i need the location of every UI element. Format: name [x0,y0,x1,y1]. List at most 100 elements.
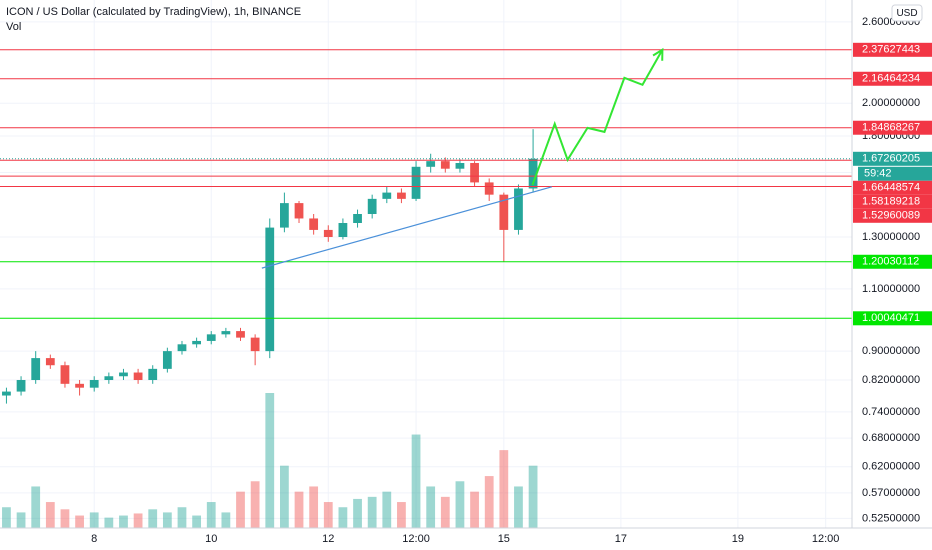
volume-bar [382,491,392,528]
arrow-head [652,47,664,61]
y-tick-label: 0.74000000 [862,406,920,418]
volume-label: Vol [6,21,21,33]
price-label: 1.66448574 [862,182,920,194]
volume-bar [411,434,421,528]
volume-bar [309,486,319,528]
y-tick-label: 0.68000000 [862,432,920,444]
candle-body [440,161,450,169]
volume-bar [353,498,362,528]
x-tick-label: 15 [498,533,510,545]
candle-body [75,383,84,388]
y-tick-label: 0.82000000 [862,374,920,386]
price-label: 2.16464234 [862,73,920,85]
y-tick-label: 0.90000000 [862,345,920,357]
candle-body [426,161,436,167]
candle-body [514,188,523,230]
grid [0,0,852,528]
volume-bar [323,502,333,528]
candle-body [499,194,509,230]
candle-body [265,227,275,352]
volume-bar [484,476,494,528]
volume-bar [31,486,41,528]
price-label: 1.84868267 [862,122,920,134]
candle-body [177,344,187,352]
candle-body [104,376,114,381]
volume-bar [2,507,11,528]
chart-title: ICON / US Dollar (calculated by TradingV… [6,6,301,18]
volume-pane [2,393,538,528]
y-tick-label: 2.00000000 [862,97,920,109]
volume-bar [265,393,275,528]
volume-bar [16,512,26,528]
price-label: 1.67260205 [862,153,920,165]
volume-bar [60,509,70,528]
volume-bar [206,502,216,528]
candle-body [397,192,406,199]
volume-bar [470,491,479,528]
x-tick-label: 10 [205,533,217,545]
volume-bar [104,517,114,528]
volume-bar [455,481,465,528]
price-label-box [853,71,932,86]
price-label-box [853,42,932,57]
candle-body [45,358,55,366]
candle-body [206,334,216,341]
y-tick-label: 0.57000000 [862,487,920,499]
candle-body [382,192,392,199]
projection-path [531,49,664,186]
countdown-box [858,166,932,181]
candle-body [119,372,128,377]
candle-body [455,163,465,169]
price-label-box [853,194,932,209]
volume-bar [294,491,304,528]
x-tick-label: 8 [91,533,97,545]
volume-bar [426,486,436,528]
candle-body [162,351,172,369]
trendline [261,186,552,269]
currency[interactable]: USD [896,8,917,19]
candle-body [484,182,494,195]
price-label: 1.52960089 [862,210,920,222]
x-tick-label: 17 [615,533,627,545]
candle-body [89,380,99,388]
volume-bar [236,491,245,528]
candle-body [353,214,362,223]
y-tick-label: 1.10000000 [862,283,920,295]
volume-bar [148,509,158,528]
candle-body [280,203,289,228]
candle-body [323,229,333,238]
volume-bar [45,502,55,528]
volume-bar [338,507,348,528]
candle-body [2,391,11,396]
price-label-box [853,311,932,326]
candle-body [309,218,319,230]
candle-body [16,380,26,392]
y-tick-label: 1.30000000 [862,231,920,243]
candle-body [411,166,421,199]
price-label-box [853,120,932,135]
x-tick-label: 19 [732,533,744,545]
volume-bar [89,512,99,528]
candle-body [221,331,231,335]
candle-body [31,358,41,381]
candle-body [294,203,304,219]
volume-bar [440,496,450,528]
candle-body [250,337,260,352]
x-tick-label: 12:00 [402,533,430,545]
plot [0,47,852,404]
candle-body [236,331,245,338]
countdown: 59:42 [864,168,892,180]
candle-body [528,158,538,189]
volume-bar [499,450,509,528]
currency-button[interactable] [891,4,923,22]
x-tick-label: 12 [322,533,334,545]
x-tick-label: 12:00 [812,533,840,545]
volume-bar [75,515,84,528]
price-label: 2.37627443 [862,44,920,56]
volume-bar [250,481,260,528]
candle-body [470,163,479,183]
candle-body [338,222,348,238]
